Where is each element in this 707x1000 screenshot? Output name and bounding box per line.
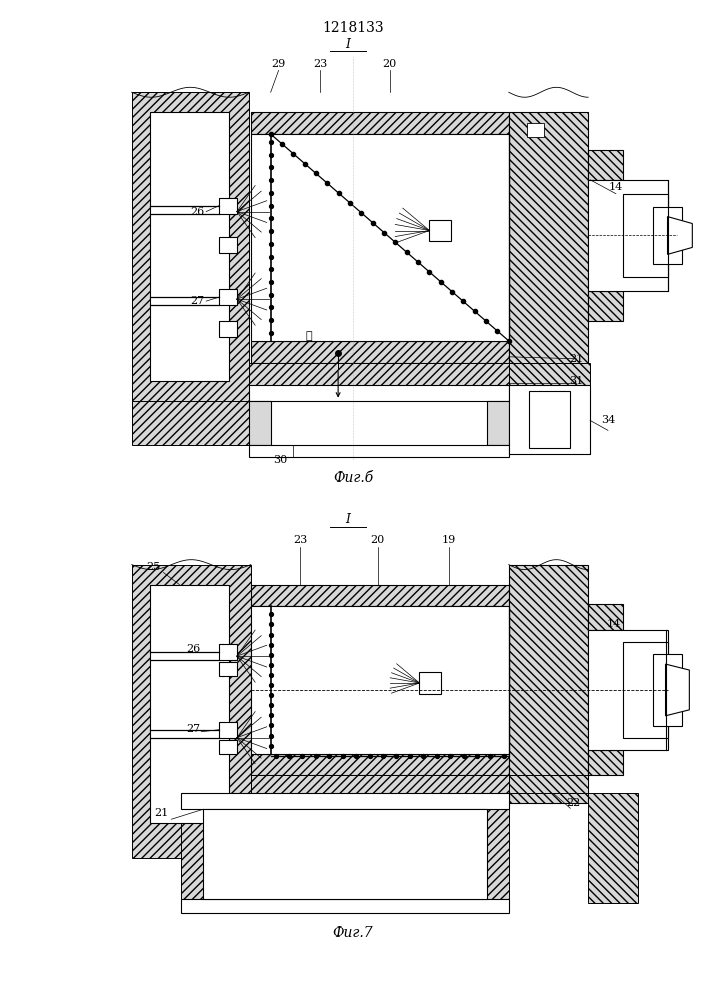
Bar [249, 401, 271, 445]
Bar [588, 630, 667, 750]
Bar [251, 112, 509, 134]
Polygon shape [132, 92, 249, 440]
Bar [653, 207, 682, 264]
Bar [251, 775, 509, 793]
Bar [182, 793, 509, 809]
Bar [219, 644, 237, 660]
Bar [251, 754, 509, 775]
Bar [487, 401, 509, 445]
Bar [219, 662, 237, 676]
Text: 21: 21 [569, 354, 583, 364]
Bar [509, 775, 588, 793]
Bar [588, 150, 623, 180]
Bar [203, 809, 487, 899]
Bar [182, 899, 509, 913]
Polygon shape [667, 217, 692, 254]
Bar [419, 672, 441, 694]
Text: 1218133: 1218133 [322, 21, 384, 35]
Text: I: I [346, 38, 351, 51]
Text: ⚡: ⚡ [305, 331, 312, 341]
Text: I: I [346, 513, 351, 526]
Text: 26: 26 [190, 207, 204, 217]
Polygon shape [665, 664, 689, 716]
Bar [219, 198, 237, 214]
Text: 25: 25 [146, 562, 160, 572]
Text: 20: 20 [382, 59, 397, 69]
Bar [251, 341, 509, 363]
Text: 31: 31 [569, 376, 583, 386]
Bar [487, 401, 509, 445]
Bar [623, 194, 667, 277]
Bar [219, 722, 237, 738]
Bar [132, 401, 249, 445]
Bar [509, 363, 590, 385]
Bar [588, 291, 623, 321]
Bar [529, 391, 571, 448]
Text: 29: 29 [271, 59, 286, 69]
Text: Фиг.б: Фиг.б [333, 471, 373, 485]
Bar [509, 385, 590, 454]
Bar [182, 809, 203, 899]
Polygon shape [132, 565, 251, 858]
Bar [509, 385, 590, 454]
Text: 20: 20 [370, 535, 385, 545]
Bar [251, 134, 509, 341]
Bar [249, 445, 509, 457]
Text: 23: 23 [313, 59, 327, 69]
Text: 27: 27 [186, 724, 200, 734]
Bar [219, 289, 237, 305]
Text: ×: × [531, 124, 542, 137]
Bar [623, 642, 667, 738]
Bar [219, 237, 237, 253]
Text: 22: 22 [566, 798, 580, 808]
Text: 26: 26 [186, 644, 200, 654]
Bar [251, 585, 509, 606]
Bar [527, 123, 544, 137]
Text: 23: 23 [293, 535, 308, 545]
Bar [588, 750, 623, 775]
Text: 34: 34 [601, 415, 615, 425]
Bar [509, 565, 588, 803]
Bar [249, 363, 509, 385]
Text: Фиг.7: Фиг.7 [333, 926, 373, 940]
Text: 27: 27 [190, 296, 204, 306]
Bar [653, 654, 682, 726]
Text: 14: 14 [607, 619, 621, 629]
Bar [249, 385, 509, 401]
Bar [219, 321, 237, 337]
Bar [150, 585, 229, 823]
Text: 19: 19 [442, 535, 456, 545]
Text: 21: 21 [154, 808, 169, 818]
Text: 14: 14 [609, 182, 623, 192]
Bar [429, 220, 451, 241]
Bar [251, 606, 509, 754]
Bar [249, 401, 271, 445]
Text: 30: 30 [274, 455, 288, 465]
Bar [588, 180, 667, 291]
Bar [219, 740, 237, 754]
Bar [588, 604, 623, 630]
Bar [509, 112, 588, 371]
Bar [150, 112, 229, 381]
Bar [487, 809, 509, 899]
Bar [588, 793, 638, 903]
